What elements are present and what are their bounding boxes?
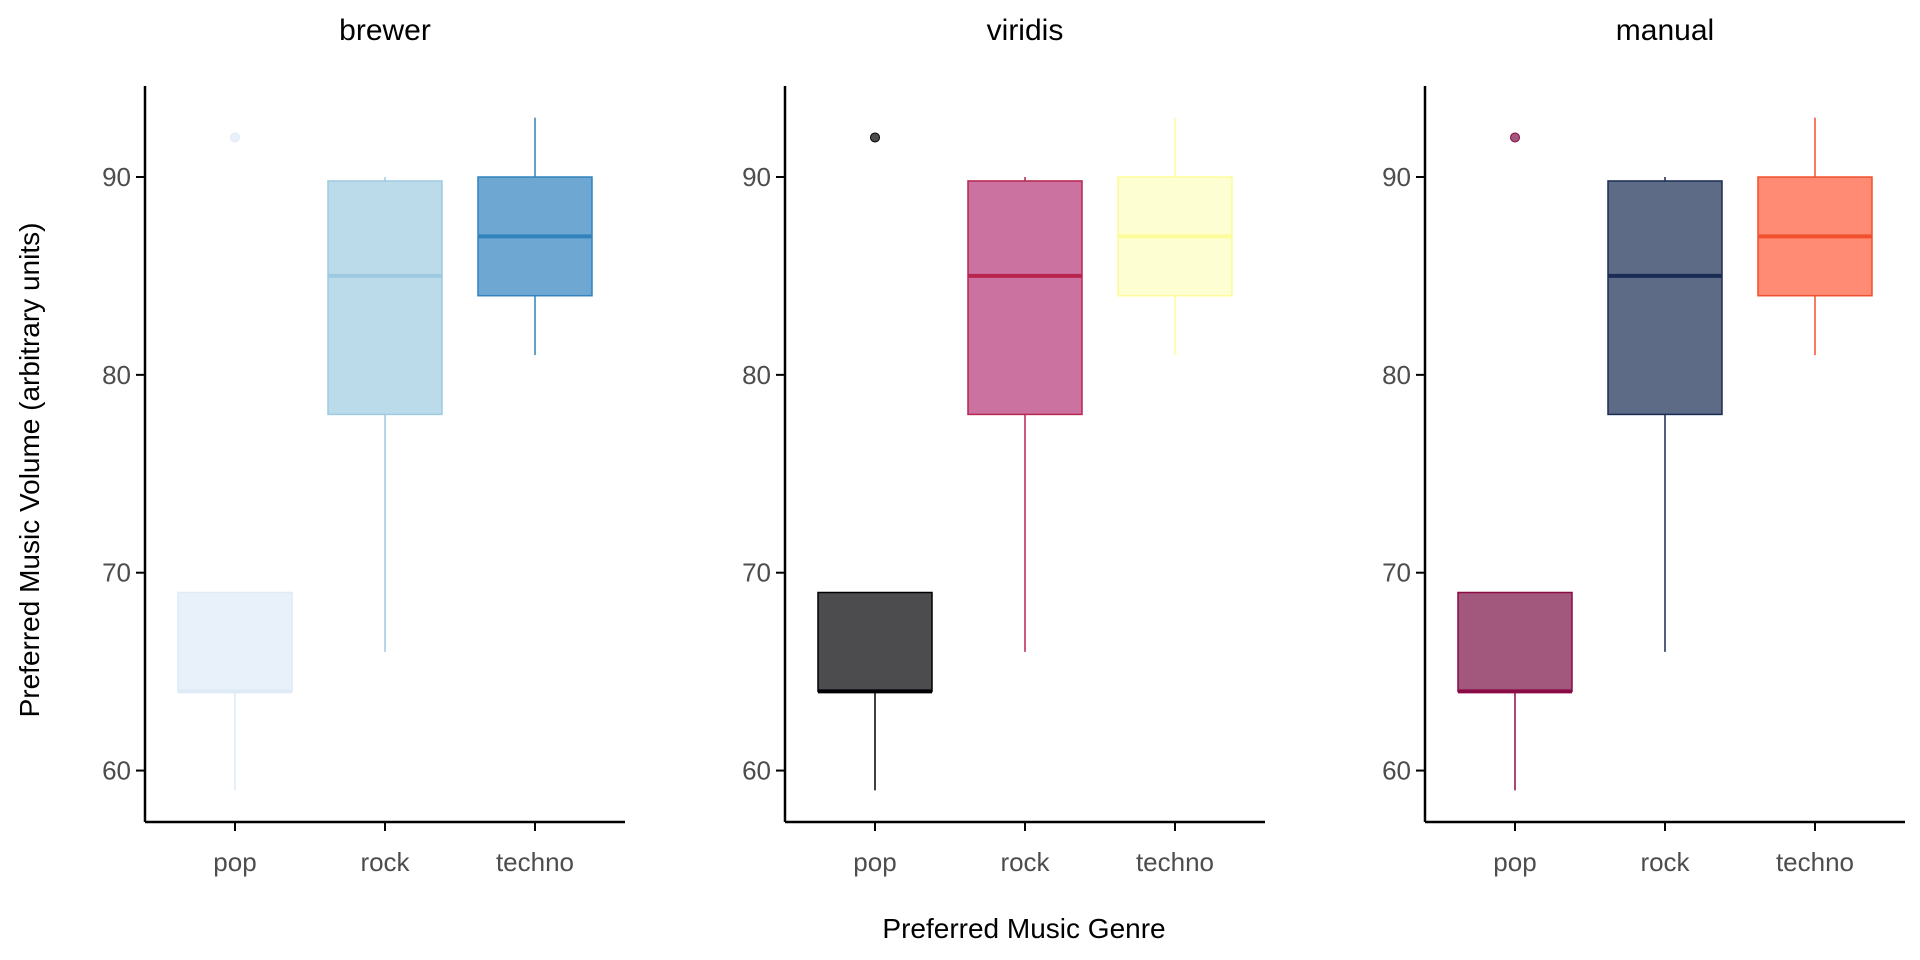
box-iqr (1457, 591, 1573, 693)
facet-panel-brewer: brewer 60 70 80 90 pop rock techno (102, 14, 625, 877)
y-tick-label: 90 (742, 162, 771, 192)
y-tick-label: 90 (102, 162, 131, 192)
box-techno (1117, 117, 1233, 356)
outlier-point (230, 132, 240, 143)
outlier-point (1510, 132, 1520, 143)
x-tick-label: rock (360, 847, 410, 877)
x-tick-label: pop (213, 847, 256, 877)
y-tick-label: 70 (742, 558, 771, 588)
box-rock (1607, 177, 1723, 652)
box-iqr (177, 591, 293, 693)
x-tick-label: rock (1640, 847, 1690, 877)
y-tick-label: 80 (1382, 360, 1411, 390)
x-tick-label: techno (1136, 847, 1214, 877)
box-techno (477, 117, 593, 356)
y-tick-label: 60 (1382, 756, 1411, 786)
x-tick-label: techno (1776, 847, 1854, 877)
x-tick-label: pop (853, 847, 896, 877)
y-axis-title: Preferred Music Volume (arbitrary units) (14, 223, 45, 718)
facet-panels: brewer 60 70 80 90 pop rock techno viridis 60 70 80… (102, 14, 1905, 877)
box-rock (967, 177, 1083, 652)
x-axis-title: Preferred Music Genre (882, 913, 1165, 944)
y-tick-label: 90 (1382, 162, 1411, 192)
box-pop (1457, 132, 1573, 791)
box-pop (817, 132, 933, 791)
y-tick-label: 60 (742, 756, 771, 786)
panel-title: viridis (987, 14, 1064, 47)
facet-panel-viridis: viridis 60 70 80 90 pop rock techno (742, 14, 1265, 877)
y-tick-label: 80 (102, 360, 131, 390)
panel-title: manual (1616, 14, 1714, 47)
box-iqr (327, 180, 443, 416)
y-tick-label: 70 (102, 558, 131, 588)
x-tick-label: pop (1493, 847, 1536, 877)
box-iqr (817, 591, 933, 693)
box-iqr (967, 180, 1083, 416)
facet-panel-manual: manual 60 70 80 90 pop rock techno (1382, 14, 1905, 877)
x-tick-label: rock (1000, 847, 1050, 877)
x-tick-label: techno (496, 847, 574, 877)
y-tick-label: 60 (102, 756, 131, 786)
panel-title: brewer (339, 14, 431, 47)
box-rock (327, 177, 443, 652)
y-tick-label: 70 (1382, 558, 1411, 588)
box-pop (177, 132, 293, 791)
box-iqr (1607, 180, 1723, 416)
outlier-point (870, 132, 880, 143)
box-techno (1757, 117, 1873, 356)
y-tick-label: 80 (742, 360, 771, 390)
